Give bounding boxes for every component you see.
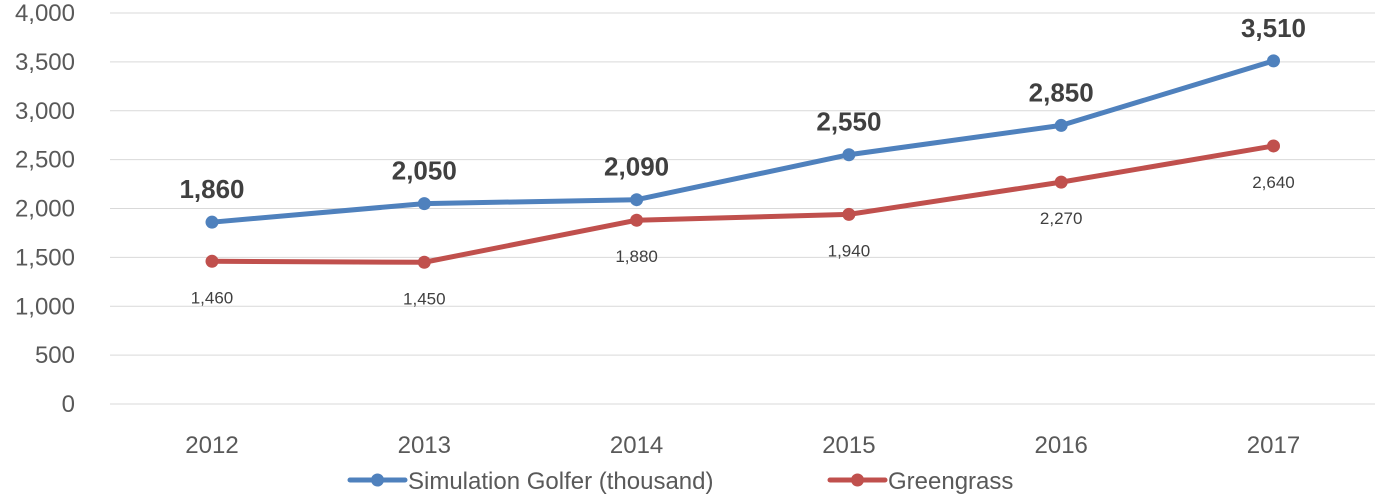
y-tick-label: 2,500 bbox=[15, 147, 75, 174]
y-tick-label: 2,000 bbox=[15, 196, 75, 223]
legend: Simulation Golfer (thousand) Greengrass bbox=[347, 468, 1013, 495]
x-axis-tick-labels: 2012 2013 2014 2015 2016 2017 bbox=[185, 432, 1300, 459]
y-tick-label: 3,000 bbox=[15, 98, 75, 125]
data-point bbox=[842, 148, 856, 162]
data-label: 2,850 bbox=[1029, 77, 1094, 107]
data-point bbox=[630, 213, 644, 227]
data-point bbox=[842, 207, 856, 221]
data-label: 2,640 bbox=[1252, 173, 1295, 192]
data-label: 2,550 bbox=[816, 107, 881, 137]
y-tick-label: 1,500 bbox=[15, 244, 75, 271]
x-tick-label: 2013 bbox=[398, 432, 451, 459]
legend-item: Simulation Golfer (thousand) bbox=[347, 468, 713, 495]
data-label: 1,880 bbox=[615, 247, 658, 266]
data-label: 1,940 bbox=[828, 241, 871, 260]
legend-label: Simulation Golfer (thousand) bbox=[408, 468, 713, 495]
y-tick-label: 0 bbox=[62, 391, 75, 418]
series-line bbox=[209, 143, 1276, 265]
data-label: 3,510 bbox=[1241, 13, 1306, 43]
data-label: 2,090 bbox=[604, 152, 669, 182]
data-point bbox=[1267, 139, 1280, 153]
data-point bbox=[630, 193, 644, 207]
y-tick-label: 1,000 bbox=[15, 293, 75, 320]
x-tick-label: 2012 bbox=[185, 432, 238, 459]
legend-marker bbox=[851, 473, 864, 487]
y-tick-label: 4,000 bbox=[15, 0, 75, 27]
y-tick-label: 3,500 bbox=[15, 49, 75, 76]
data-point bbox=[1054, 175, 1068, 189]
x-tick-label: 2016 bbox=[1035, 432, 1088, 459]
data-point bbox=[417, 255, 431, 269]
x-tick-label: 2015 bbox=[822, 432, 875, 459]
data-point bbox=[205, 215, 219, 229]
legend-item: Greengrass bbox=[827, 468, 1013, 495]
data-point bbox=[205, 254, 219, 268]
series-lines bbox=[205, 54, 1280, 269]
gridlines bbox=[110, 12, 1375, 405]
y-axis-tick-labels: 0 500 1,000 1,500 2,000 2,500 3,000 3,500 4,000 bbox=[15, 0, 75, 418]
series-line bbox=[209, 58, 1276, 225]
data-label: 2,050 bbox=[392, 156, 457, 186]
data-labels: 1,860 2,050 2,090 2,550 2,850 3,510 1,460 1,450… bbox=[179, 13, 1306, 308]
legend-label: Greengrass bbox=[888, 468, 1013, 495]
legend-marker bbox=[371, 473, 384, 487]
x-tick-label: 2017 bbox=[1247, 432, 1300, 459]
x-tick-label: 2014 bbox=[610, 432, 663, 459]
data-label: 1,860 bbox=[179, 174, 244, 204]
data-label: 2,270 bbox=[1040, 209, 1083, 228]
data-label: 1,460 bbox=[191, 288, 234, 307]
data-point bbox=[1267, 54, 1280, 68]
y-tick-label: 500 bbox=[35, 342, 75, 369]
data-point bbox=[1054, 118, 1068, 132]
data-label: 1,450 bbox=[403, 289, 446, 308]
data-point bbox=[417, 197, 431, 211]
